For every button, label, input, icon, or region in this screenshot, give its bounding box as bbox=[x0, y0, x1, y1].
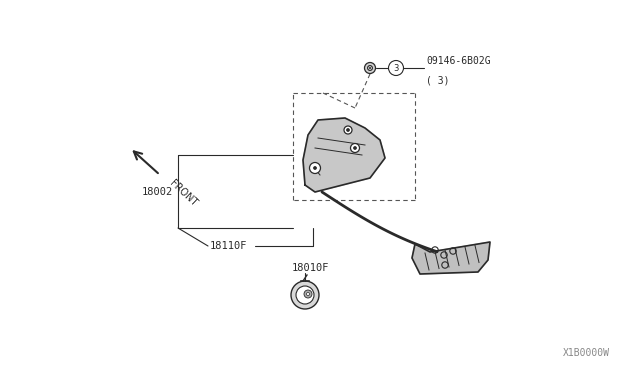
Circle shape bbox=[304, 290, 312, 298]
Circle shape bbox=[365, 62, 376, 74]
Circle shape bbox=[346, 128, 349, 131]
Circle shape bbox=[351, 144, 360, 153]
Text: 18110F: 18110F bbox=[210, 241, 248, 251]
Text: 3: 3 bbox=[394, 64, 399, 73]
Circle shape bbox=[307, 292, 310, 295]
Circle shape bbox=[310, 163, 321, 173]
Text: 18002: 18002 bbox=[141, 186, 173, 196]
Circle shape bbox=[344, 126, 352, 134]
Text: ( 3): ( 3) bbox=[426, 75, 449, 85]
Text: 18010F: 18010F bbox=[291, 263, 329, 273]
Text: FRONT: FRONT bbox=[168, 178, 199, 208]
Text: 09146-6B02G: 09146-6B02G bbox=[426, 56, 491, 66]
Circle shape bbox=[353, 147, 356, 150]
Text: X1B0000W: X1B0000W bbox=[563, 348, 610, 358]
Circle shape bbox=[296, 286, 314, 304]
Polygon shape bbox=[303, 118, 385, 192]
Polygon shape bbox=[412, 242, 490, 274]
Circle shape bbox=[314, 167, 317, 170]
Circle shape bbox=[291, 281, 319, 309]
